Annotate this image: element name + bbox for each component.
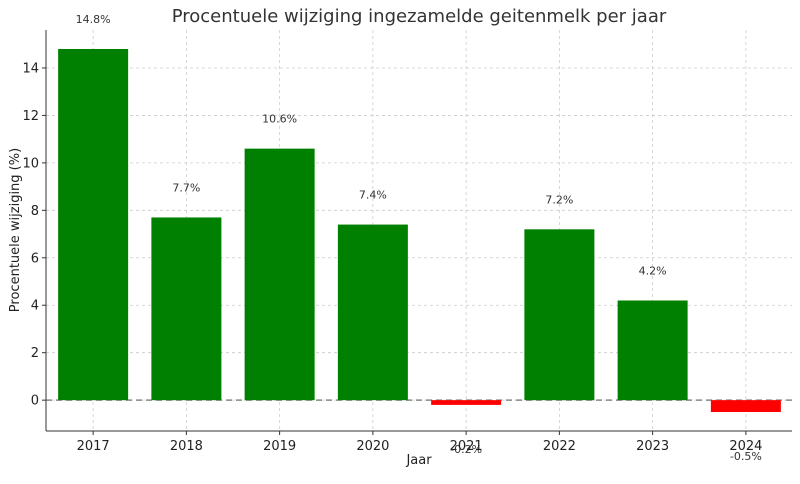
x-axis-label: Jaar (405, 453, 432, 468)
data-label-2020: 7.4% (359, 189, 387, 202)
data-label-2017: 14.8% (76, 13, 111, 26)
y-tick-label: 12 (22, 109, 39, 124)
x-tick-label-2017: 2017 (77, 439, 110, 454)
x-tick-label-2023: 2023 (636, 439, 669, 454)
x-tick-label-2019: 2019 (263, 439, 296, 454)
bar-2021 (431, 400, 502, 405)
y-axis-label: Procentuele wijziging (%) (8, 148, 23, 312)
bar-2022 (524, 229, 595, 401)
y-tick-label: 8 (31, 204, 39, 219)
bars (58, 48, 781, 413)
y-tick-label: 0 (31, 394, 39, 409)
x-tick-label-2020: 2020 (356, 439, 389, 454)
axes (45, 30, 792, 432)
chart-title: Procentuele wijziging ingezamelde geiten… (172, 6, 667, 27)
x-tick-label-2022: 2022 (543, 439, 576, 454)
data-label-2018: 7.7% (172, 181, 200, 194)
y-tick-label: 4 (31, 299, 39, 314)
bar-2023 (617, 300, 688, 401)
x-tick-label-2024: 2024 (729, 439, 762, 454)
bar-2017 (58, 48, 129, 401)
y-tick-label: 2 (31, 346, 39, 361)
bar-2019 (244, 148, 315, 401)
data-label-2021: -0.2% (450, 443, 482, 456)
bar-2020 (337, 224, 408, 401)
data-label-2023: 4.2% (639, 264, 667, 277)
y-tick-label: 10 (22, 156, 39, 171)
bar-2024 (710, 400, 781, 413)
ticks: 0 2 4 6 8 10 12 14 2017 2018 2019 2020 2021 2022 2023 2… (22, 61, 762, 454)
data-label-2022: 7.2% (545, 193, 573, 206)
x-tick-label-2021: 2021 (450, 439, 483, 454)
bar-2018 (151, 217, 222, 401)
data-label-2024: -0.5% (730, 450, 762, 463)
y-tick-label: 6 (31, 251, 39, 266)
x-tick-label-2018: 2018 (170, 439, 203, 454)
data-labels: 14.8% 7.7% 10.6% 7.4% -0.2% 7.2% 4.2% -0.5% (76, 13, 762, 463)
y-tick-label: 14 (22, 61, 39, 76)
data-label-2019: 10.6% (262, 113, 297, 126)
